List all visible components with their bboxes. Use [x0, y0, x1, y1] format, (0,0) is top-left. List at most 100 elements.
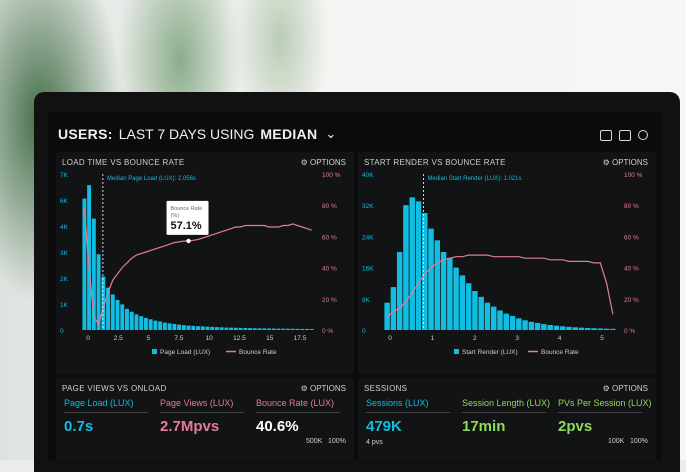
options-button[interactable]: OPTIONS	[603, 158, 648, 167]
y2-tick-label: 40 %	[322, 266, 337, 273]
chart-bar	[547, 324, 553, 330]
tooltip-sub: (%)	[171, 213, 180, 219]
median-label: Median Start Render (LUX): 1.021s	[427, 176, 521, 182]
y-tick-label: 7K	[60, 172, 69, 179]
chart-bar	[384, 302, 390, 330]
metric-divider	[462, 412, 546, 413]
chart-bar	[603, 328, 610, 330]
chart-bar	[578, 327, 585, 330]
metric-value: 2pvs	[558, 418, 593, 435]
y-tick-label: 6K	[60, 198, 69, 205]
metric-card: Bounce Rate (LUX) 40.6%	[256, 398, 340, 435]
metric-sub: 4 pvs	[366, 439, 383, 446]
options-button[interactable]: OPTIONS	[301, 384, 346, 393]
chart-bar	[409, 197, 415, 330]
options-button[interactable]: OPTIONS	[301, 158, 346, 167]
panel-sessions: SESSIONS OPTIONS Sessions (LUX) 479K 4 pvs…	[358, 378, 656, 460]
help-icon[interactable]	[638, 130, 648, 140]
title-range: LAST 7 DAYS USING	[118, 126, 255, 142]
window-icon[interactable]	[619, 130, 631, 141]
monitor-icon[interactable]	[600, 130, 612, 141]
chart-bar	[101, 276, 106, 330]
metric-label: Page Load (LUX)	[64, 398, 134, 408]
chart-bar	[148, 319, 153, 330]
panel-page-views: PAGE VIEWS VS ONLOAD OPTIONS Page Load (…	[56, 378, 354, 460]
tooltip-point	[186, 238, 191, 244]
chart-bar	[472, 291, 478, 330]
chart-bar	[129, 311, 134, 330]
chart-bar	[290, 328, 295, 330]
chart-bar	[125, 308, 129, 330]
metric-label: Sessions (LUX)	[366, 398, 429, 408]
x-tick-label: 0	[86, 335, 90, 342]
metric-label: Page Views (LUX)	[160, 398, 234, 408]
chevron-down-icon[interactable]: ⌄	[325, 126, 337, 141]
x-tick-label: 5	[600, 335, 604, 342]
y2-tick-label: 0 %	[322, 328, 333, 335]
y2-tick-label: 20 %	[624, 297, 639, 304]
x-tick-label: 0	[388, 335, 392, 342]
metric-value: 479K	[366, 418, 402, 435]
x-tick-label: 17.5	[294, 335, 307, 342]
chart-bar	[465, 283, 472, 330]
metric-divider	[160, 412, 244, 413]
x-tick-label: 4	[558, 335, 562, 342]
chart-bar	[522, 320, 528, 330]
metric-card: PVs Per Session (LUX) 2pvs	[558, 398, 652, 435]
page-title[interactable]: USERS: LAST 7 DAYS USING MEDIAN ⌄	[58, 126, 336, 142]
y-tick-label: 3K	[60, 250, 69, 257]
legend-label: Bounce Rate	[541, 349, 579, 356]
chart-bar	[478, 296, 484, 330]
bounce-rate-line	[386, 254, 614, 318]
dashboard-screen: USERS: LAST 7 DAYS USING MEDIAN ⌄ LOAD T…	[48, 112, 662, 460]
chart-bar	[134, 314, 139, 330]
panel-title: PAGE VIEWS VS ONLOAD	[62, 384, 167, 393]
axis-tick: 500K	[306, 438, 323, 445]
metric-value: 0.7s	[64, 418, 94, 435]
chart-bar	[497, 310, 503, 330]
chart-bar	[453, 267, 459, 330]
chart-bar	[403, 205, 409, 330]
y2-tick-label: 100 %	[624, 172, 643, 179]
metric-value: 2.7Mpvs	[160, 418, 220, 435]
y2-tick-label: 0 %	[624, 328, 635, 335]
chart-bar	[120, 304, 125, 330]
chart-bar	[110, 294, 115, 330]
chart-bar	[172, 323, 177, 330]
chart-bar	[158, 321, 163, 330]
y-tick-label: 0	[362, 328, 366, 335]
chart-bar	[276, 328, 281, 330]
y-tick-label: 0	[60, 328, 64, 335]
axis-tick: 100K	[608, 438, 625, 445]
chart-bar	[566, 326, 572, 330]
chart-bar	[177, 324, 182, 330]
options-button[interactable]: OPTIONS	[603, 384, 648, 393]
y-tick-label: 24K	[362, 234, 374, 241]
panel-load-time: LOAD TIME VS BOUNCE RATE OPTIONS 7K 6K 4K 3…	[56, 152, 354, 374]
chart-bar	[591, 328, 597, 330]
metric-label: Bounce Rate (LUX)	[256, 398, 335, 408]
chart-bar	[559, 326, 566, 330]
tooltip-value: 57.1%	[171, 220, 202, 232]
chart-bar	[252, 328, 257, 330]
chart-bar	[534, 322, 541, 330]
x-tick-label: 2	[473, 335, 477, 342]
chart-bar	[415, 201, 422, 330]
title-metric: MEDIAN	[260, 126, 318, 142]
chart-bar	[396, 252, 403, 330]
chart-bar	[300, 328, 305, 330]
legend-swatch	[152, 349, 157, 354]
axis-tick: 100%	[328, 438, 346, 445]
start-render-chart: 40K 32K 24K 16K 8K 0 100 % 80 % 60 % 40 % 20 % 0 % M…	[362, 172, 643, 356]
y2-tick-label: 60 %	[624, 234, 639, 241]
chart-bar	[390, 287, 397, 330]
chart-bar	[229, 327, 234, 330]
chart-bar	[597, 328, 604, 330]
chart-bar	[281, 328, 286, 330]
metric-value: 40.6%	[256, 418, 299, 435]
chart-bar	[309, 328, 314, 330]
chart-bar	[257, 328, 262, 330]
x-tick-label: 15	[266, 335, 274, 342]
chart-bar	[484, 302, 491, 330]
chart-bar	[91, 218, 96, 330]
